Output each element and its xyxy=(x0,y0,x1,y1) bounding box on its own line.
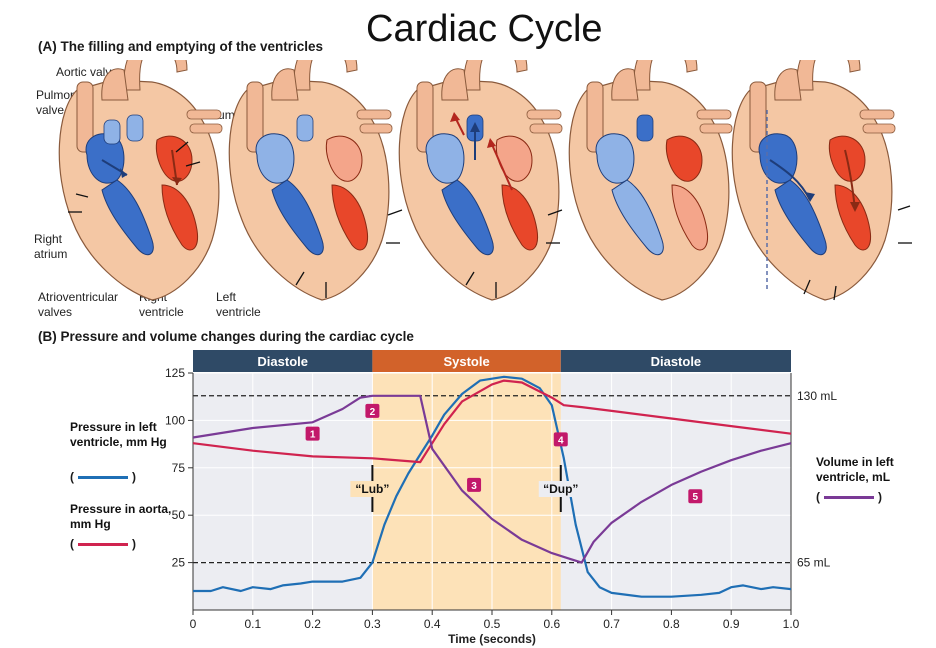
marker-box-3 xyxy=(365,403,380,418)
heart-2 xyxy=(228,60,393,301)
y-tick-label-4: 125 xyxy=(165,366,185,380)
marker-box-4 xyxy=(467,477,482,492)
systole-band xyxy=(372,373,561,610)
y-tick-label-1: 50 xyxy=(172,508,186,522)
sound-label-bg-1 xyxy=(538,481,583,497)
panel-b-heading: (B) Pressure and volume changes during t… xyxy=(38,329,414,344)
ref-label-0: 130 mL xyxy=(797,389,837,403)
phase-label-1: Systole xyxy=(443,354,489,369)
heart-5 xyxy=(731,60,896,301)
legend-ventricle-swatch: () xyxy=(70,470,136,484)
heart-diagrams xyxy=(58,60,912,301)
marker-label-3: 2 xyxy=(370,407,376,418)
label-left-ventricle: Left ventricle xyxy=(216,290,261,319)
x-tick-label-5: 0.5 xyxy=(484,617,501,631)
phase-label-0: Diastole xyxy=(257,354,308,369)
marker-label-5: 4 xyxy=(558,435,564,446)
sound-label-bg-0 xyxy=(350,481,395,497)
aorta-pressure-line xyxy=(192,379,792,464)
marker-box-2 xyxy=(305,426,320,441)
phase-bar-1 xyxy=(372,350,561,372)
label-av-valves: Atrioventricular valves xyxy=(38,290,119,319)
ventricle-pressure-line xyxy=(193,375,792,598)
page-title: Cardiac Cycle xyxy=(366,8,603,50)
x-tick-label-4: 0.4 xyxy=(424,617,441,631)
volume-line xyxy=(192,394,792,564)
pressure-arrows xyxy=(68,141,912,301)
y-tick-label-2: 75 xyxy=(172,461,186,475)
phase-label-2: Diastole xyxy=(651,354,702,369)
marker-label-6: 5 xyxy=(693,492,699,503)
marker-label-4: 3 xyxy=(471,481,477,492)
ref-label-1: 65 mL xyxy=(797,556,831,570)
x-tick-label-3: 0.3 xyxy=(364,617,381,631)
heart-3 xyxy=(398,60,563,301)
marker-box-6 xyxy=(688,489,703,504)
x-tick-label-1: 0.1 xyxy=(244,617,261,631)
heart-1 xyxy=(58,60,223,301)
x-tick-label-8: 0.8 xyxy=(663,617,680,631)
x-tick-label-6: 0.6 xyxy=(543,617,560,631)
phase-bar-2 xyxy=(560,350,791,372)
x-tick-label-2: 0.2 xyxy=(304,617,321,631)
x-axis-label: Time (seconds) xyxy=(448,632,536,646)
panel-a-heading: (A) The filling and emptying of the vent… xyxy=(38,39,324,54)
legend-volume: Volume in left ventricle, mL xyxy=(816,455,894,484)
legend-aorta-pressure: Pressure in aorta, mm Hg xyxy=(70,502,172,531)
legend-ventricle-pressure: Pressure in left ventricle, mm Hg xyxy=(70,420,167,449)
marker-label-2: 1 xyxy=(310,430,316,441)
legend-aorta-swatch: () xyxy=(70,537,136,551)
label-right-atrium: Right atrium xyxy=(34,232,68,261)
heart-4 xyxy=(568,60,733,301)
x-tick-label-9: 0.9 xyxy=(723,617,740,631)
marker-box-5 xyxy=(553,432,568,447)
legend-volume-swatch: () xyxy=(816,490,882,504)
y-tick-label-3: 100 xyxy=(165,413,185,427)
sound-label-1: “Dup” xyxy=(543,482,578,496)
label-aortic-valve: Aortic valve xyxy=(56,65,119,79)
phase-bar-0 xyxy=(193,350,373,372)
x-tick-label-10: 1.0 xyxy=(783,617,800,631)
x-tick-label-7: 0.7 xyxy=(603,617,620,631)
x-tick-label-0: 0 xyxy=(190,617,197,631)
y-tick-label-0: 25 xyxy=(172,556,186,570)
sound-label-0: “Lub” xyxy=(355,482,389,496)
